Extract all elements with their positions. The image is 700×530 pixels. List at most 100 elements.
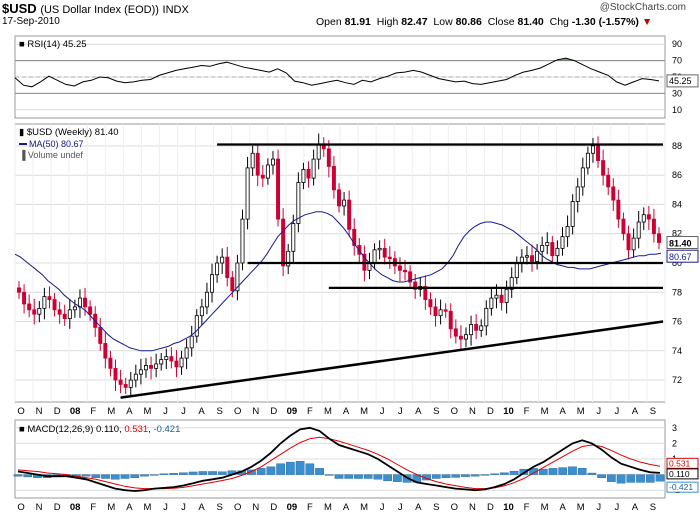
- macd-histogram-bar: [276, 463, 285, 475]
- price-candle: [580, 167, 585, 188]
- price-candle: [270, 158, 275, 166]
- macd-month-label: M: [143, 502, 151, 513]
- rsi-legend: ■ RSI(14) 45.25: [19, 39, 87, 50]
- price-candle: [596, 145, 601, 161]
- price-candle: [631, 237, 636, 251]
- macd-histogram-bar: [354, 474, 363, 479]
- rsi-tick-label: 90: [672, 39, 682, 49]
- macd-last-value: 0.110: [669, 469, 690, 479]
- price-candle: [128, 379, 133, 388]
- price-month-label: A: [560, 406, 567, 417]
- macd-histogram-bar: [130, 474, 140, 478]
- macd-month-label: O: [17, 502, 24, 513]
- price-candle: [17, 287, 21, 293]
- price-month-label: S: [650, 406, 656, 417]
- macd-month-label: A: [198, 502, 205, 513]
- price-candle: [403, 269, 408, 273]
- price-candle: [27, 303, 32, 311]
- price-candle: [123, 384, 128, 388]
- macd-histogram-bar: [470, 474, 480, 477]
- price-candle: [57, 309, 62, 315]
- price-candle: [611, 186, 616, 201]
- macd-histogram-bar: [568, 466, 577, 475]
- price-candle: [565, 226, 570, 238]
- price-candle: [606, 174, 611, 188]
- macd-month-label: S: [433, 502, 439, 513]
- price-candle: [52, 299, 57, 311]
- open-label: Open: [316, 16, 342, 28]
- price-candle: [413, 281, 418, 290]
- macd-histogram-bar: [480, 474, 490, 476]
- price-month-label: N: [252, 406, 259, 417]
- macd-legend: ■ MACD(12,26,9) 0.110, 0.531, -0.421: [19, 424, 180, 435]
- macd-month-label: J: [596, 502, 601, 513]
- price-tick-label: 72: [672, 375, 682, 385]
- price-candle: [149, 365, 154, 369]
- instrument-name: (US Dollar Index (EOD)): [40, 4, 159, 16]
- macd-month-label: M: [107, 502, 115, 513]
- macd-month-label: J: [614, 502, 619, 513]
- price-month-label: D: [487, 406, 494, 417]
- macd-month-label: N: [469, 502, 476, 513]
- macd-month-label: F: [524, 502, 530, 513]
- macd-month-label: M: [324, 502, 332, 513]
- price-candle: [210, 274, 214, 293]
- price-candle: [296, 182, 301, 224]
- price-candle: [159, 359, 164, 365]
- price-month-label: F: [90, 406, 96, 417]
- price-candle: [347, 199, 352, 230]
- price-candle: [514, 262, 519, 279]
- price-candle: [164, 356, 169, 360]
- rsi-tick-label: 30: [672, 88, 682, 98]
- macd-histogram-bar: [529, 468, 538, 475]
- price-candle: [37, 307, 42, 315]
- price-month-label: M: [577, 406, 585, 417]
- price-candle: [438, 309, 443, 317]
- price-candle: [316, 144, 321, 160]
- price-candle: [113, 367, 118, 381]
- price-candle: [397, 265, 402, 271]
- rsi-panel: 103050709045.25■ RSI(14) 45.25: [14, 35, 699, 119]
- price-tick-label: 74: [672, 346, 682, 356]
- macd-month-label: A: [343, 502, 350, 513]
- price-month-label: M: [360, 406, 368, 417]
- macd-month-label: S: [650, 502, 656, 513]
- price-last-value: 81.40: [669, 239, 692, 249]
- price-candle: [651, 218, 656, 235]
- macd-month-label: 10: [503, 502, 514, 513]
- macd-histogram-bar: [179, 472, 188, 475]
- price-month-label: 09: [287, 406, 298, 417]
- macd-month-label: M: [541, 502, 549, 513]
- macd-month-label: O: [451, 502, 458, 513]
- macd-month-label: D: [270, 502, 277, 513]
- price-candle: [72, 306, 77, 311]
- macd-line: [17, 426, 661, 492]
- price-candle: [235, 262, 240, 292]
- macd-histogram-bar: [636, 474, 645, 483]
- price-candle: [306, 168, 311, 179]
- macd-histogram-bar: [247, 469, 256, 475]
- price-month-label: S: [433, 406, 439, 417]
- macd-month-label: A: [126, 502, 133, 513]
- price-month-label: M: [143, 406, 151, 417]
- price-candle: [265, 164, 270, 179]
- price-candle: [550, 242, 555, 257]
- price-candle: [88, 306, 93, 315]
- price-candle: [199, 306, 204, 317]
- price-month-label: J: [614, 406, 619, 417]
- price-candle: [555, 247, 560, 257]
- price-candle: [570, 201, 575, 227]
- price-candle: [509, 277, 514, 290]
- price-candle: [504, 288, 509, 303]
- macd-month-label: J: [181, 502, 186, 513]
- macd-histogram-bar: [655, 474, 665, 482]
- exchange: INDX: [162, 4, 189, 16]
- open-value: 81.91: [344, 16, 371, 28]
- price-candle: [484, 307, 489, 327]
- macd-month-label: J: [380, 502, 385, 513]
- price-candle: [326, 148, 331, 167]
- high-value: 82.47: [401, 16, 428, 28]
- macd-histogram-bar: [217, 471, 227, 475]
